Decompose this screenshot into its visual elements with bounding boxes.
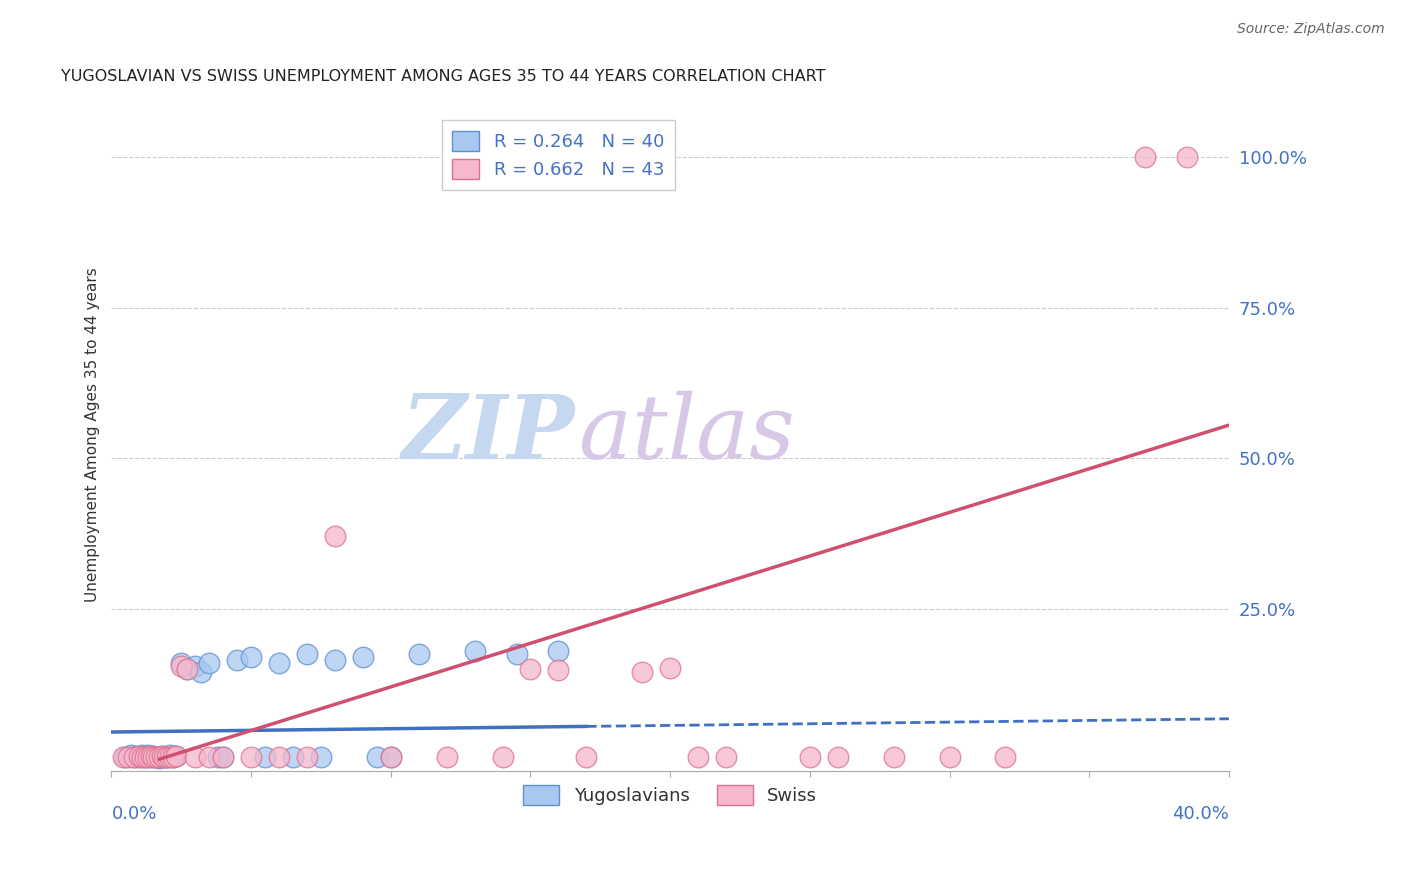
Point bbox=[659, 660, 682, 674]
Point bbox=[575, 750, 598, 764]
Point bbox=[323, 529, 346, 543]
Point bbox=[156, 749, 179, 764]
Text: 40.0%: 40.0% bbox=[1173, 805, 1229, 822]
Point bbox=[170, 656, 193, 670]
Point bbox=[212, 750, 235, 764]
Point bbox=[295, 647, 318, 661]
Point bbox=[148, 751, 170, 765]
Point bbox=[352, 649, 374, 664]
Point bbox=[366, 749, 388, 764]
Point bbox=[176, 662, 198, 676]
Point bbox=[547, 663, 569, 677]
Point bbox=[799, 750, 821, 764]
Point bbox=[491, 750, 513, 764]
Text: atlas: atlas bbox=[578, 391, 794, 477]
Text: YUGOSLAVIAN VS SWISS UNEMPLOYMENT AMONG AGES 35 TO 44 YEARS CORRELATION CHART: YUGOSLAVIAN VS SWISS UNEMPLOYMENT AMONG … bbox=[60, 69, 825, 84]
Point bbox=[134, 749, 156, 764]
Point bbox=[122, 750, 145, 764]
Point bbox=[198, 750, 221, 764]
Point bbox=[184, 750, 207, 764]
Point bbox=[436, 750, 458, 764]
Point bbox=[145, 749, 167, 764]
Point bbox=[281, 749, 304, 764]
Point bbox=[131, 750, 153, 764]
Legend: Yugoslavians, Swiss: Yugoslavians, Swiss bbox=[516, 777, 824, 813]
Point bbox=[176, 662, 198, 676]
Point bbox=[139, 750, 162, 764]
Point bbox=[150, 749, 173, 764]
Point bbox=[505, 647, 527, 661]
Point bbox=[136, 750, 159, 764]
Point bbox=[226, 653, 249, 667]
Point bbox=[994, 750, 1017, 764]
Point bbox=[380, 750, 402, 764]
Point bbox=[153, 750, 176, 764]
Point bbox=[519, 662, 541, 676]
Point bbox=[139, 749, 162, 764]
Point bbox=[1133, 150, 1156, 164]
Point bbox=[117, 749, 139, 764]
Point bbox=[159, 748, 181, 763]
Point bbox=[142, 750, 165, 764]
Text: Source: ZipAtlas.com: Source: ZipAtlas.com bbox=[1237, 22, 1385, 37]
Point bbox=[128, 749, 150, 764]
Point bbox=[159, 750, 181, 764]
Point bbox=[162, 749, 184, 764]
Point bbox=[240, 750, 263, 764]
Point bbox=[464, 644, 486, 658]
Point bbox=[165, 749, 187, 764]
Point bbox=[153, 750, 176, 764]
Point bbox=[408, 647, 430, 661]
Text: ZIP: ZIP bbox=[402, 391, 575, 477]
Point bbox=[142, 749, 165, 764]
Point bbox=[309, 750, 332, 764]
Point bbox=[128, 750, 150, 764]
Point bbox=[267, 656, 290, 670]
Point bbox=[938, 750, 960, 764]
Point bbox=[148, 750, 170, 764]
Point bbox=[631, 665, 654, 679]
Point bbox=[120, 748, 142, 763]
Point bbox=[150, 749, 173, 764]
Point bbox=[198, 656, 221, 670]
Point bbox=[136, 748, 159, 763]
Point bbox=[295, 750, 318, 764]
Text: 0.0%: 0.0% bbox=[111, 805, 157, 822]
Point bbox=[688, 750, 710, 764]
Point bbox=[323, 653, 346, 667]
Point bbox=[714, 750, 737, 764]
Point bbox=[207, 750, 229, 764]
Point bbox=[380, 750, 402, 764]
Point bbox=[827, 750, 849, 764]
Point bbox=[190, 665, 212, 679]
Y-axis label: Unemployment Among Ages 35 to 44 years: Unemployment Among Ages 35 to 44 years bbox=[86, 267, 100, 601]
Point bbox=[165, 749, 187, 764]
Point bbox=[162, 750, 184, 764]
Point bbox=[156, 749, 179, 764]
Point bbox=[267, 750, 290, 764]
Point bbox=[145, 749, 167, 764]
Point bbox=[184, 658, 207, 673]
Point bbox=[131, 747, 153, 762]
Point bbox=[883, 750, 905, 764]
Point bbox=[547, 644, 569, 658]
Point bbox=[1175, 150, 1198, 164]
Point bbox=[212, 749, 235, 764]
Point bbox=[254, 750, 277, 764]
Point bbox=[240, 649, 263, 664]
Point bbox=[122, 750, 145, 764]
Point bbox=[111, 750, 134, 764]
Point bbox=[170, 658, 193, 673]
Point bbox=[114, 749, 136, 764]
Point bbox=[134, 749, 156, 764]
Point bbox=[125, 749, 148, 764]
